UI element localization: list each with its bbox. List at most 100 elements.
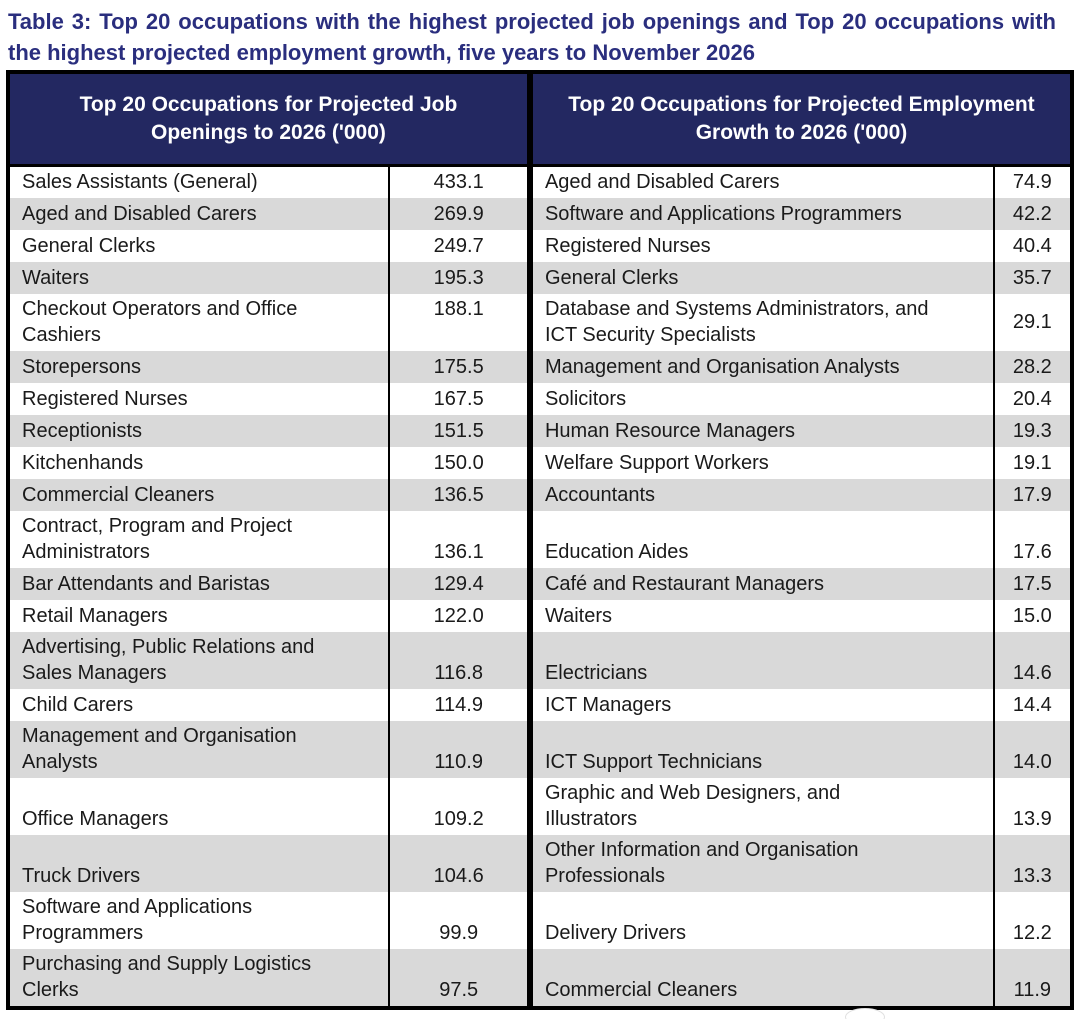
value-cell-right: 17.9: [992, 479, 1072, 511]
page-curl-artifact: [845, 1008, 885, 1019]
occupation-cell-left: Bar Attendants and Baristas: [22, 573, 270, 595]
occupation-cell-right: Electricians: [526, 632, 994, 689]
value-cell-left: 104.6: [388, 835, 530, 892]
occupation-cell-right: General Clerks: [526, 262, 994, 294]
value-cell-right: 17.6: [992, 511, 1072, 568]
table-row: Truck Drivers 104.6 Other Information and …: [8, 835, 1072, 892]
value-cell-right: 74.9: [992, 165, 1072, 198]
value-cell-right: 12.2: [992, 892, 1072, 949]
occupation-cell-right: Database and Systems Administrators, and…: [526, 294, 994, 351]
occupation-cell-left: General Clerks: [22, 235, 156, 257]
value-cell-left: 122.0: [388, 600, 530, 632]
table-row: Contract, Program and Project Administra…: [8, 511, 1072, 568]
value-cell-right: 13.3: [992, 835, 1072, 892]
value-cell-left: 129.4: [388, 568, 530, 600]
occupation-cell-left: Waiters: [22, 267, 90, 289]
table-row: Office Managers 109.2 Graphic and Web Desi…: [8, 778, 1072, 835]
occupation-cell-left: Retail Managers: [22, 605, 168, 627]
occupation-cell-left: Receptionists: [22, 420, 143, 442]
table-row: General Clerks 249.7 Registered Nurses 40.4: [8, 230, 1072, 262]
value-cell-left: 136.5: [388, 479, 530, 511]
occupation-cell-left: Storepersons: [22, 356, 141, 378]
table-row: Aged and Disabled Carers 269.9 Software an…: [8, 198, 1072, 230]
occupation-cell-left: Registered Nurses: [22, 388, 188, 410]
value-cell-right: 42.2: [992, 198, 1072, 230]
occupation-cell-right: Management and Organisation Analysts: [526, 351, 994, 383]
value-cell-left: 109.2: [388, 778, 530, 835]
value-cell-right: 13.9: [992, 778, 1072, 835]
occupation-cell-right: Café and Restaurant Managers: [526, 568, 994, 600]
table-row: Storepersons 175.5 Management and Organisa…: [8, 351, 1072, 383]
value-cell-right: 14.6: [992, 632, 1072, 689]
occupation-cell-left: Software and Applications Programmers: [22, 896, 253, 944]
table-row: Registered Nurses 167.5 Solicitors 20.4: [8, 383, 1072, 415]
occupation-cell-right: Education Aides: [526, 511, 994, 568]
occupation-cell-left: Advertising, Public Relations and Sales …: [22, 636, 315, 684]
value-cell-left: 114.9: [388, 689, 530, 721]
table-row: Sales Assistants (General) 433.1 Aged and …: [8, 165, 1072, 198]
job-openings-header: Top 20 Occupations for Projected Job Ope…: [8, 72, 530, 167]
table-row: Bar Attendants and Baristas 129.4 Café and…: [8, 568, 1072, 600]
table-row: Kitchenhands 150.0 Welfare Support Workers…: [8, 447, 1072, 479]
value-cell-right: 14.4: [992, 689, 1072, 721]
value-cell-right: 15.0: [992, 600, 1072, 632]
table-row: Advertising, Public Relations and Sales …: [8, 632, 1072, 689]
occupation-cell-right: Software and Applications Programmers: [526, 198, 994, 230]
value-cell-left: 249.7: [388, 230, 530, 262]
value-cell-left: 99.9: [388, 892, 530, 949]
occupation-cell-right: Solicitors: [526, 383, 994, 415]
table-body: Sales Assistants (General) 433.1 Aged and …: [8, 165, 1072, 1008]
value-cell-right: 29.1: [992, 294, 1072, 351]
occupation-cell-left: Purchasing and Supply Logistics Clerks: [22, 953, 312, 1001]
table-row: Commercial Cleaners 136.5 Accountants 17.9: [8, 479, 1072, 511]
table-row: Management and Organisation Analysts 110.…: [8, 721, 1072, 778]
occupation-cell-right: ICT Support Technicians: [526, 721, 994, 778]
value-cell-left: 97.5: [388, 949, 530, 1008]
occupation-cell-right: Accountants: [526, 479, 994, 511]
occupation-cell-right: Human Resource Managers: [526, 415, 994, 447]
occupation-cell-right: Delivery Drivers: [526, 892, 994, 949]
occupation-cell-right: ICT Managers: [526, 689, 994, 721]
occupation-cell-right: Other Information and Organisation Profe…: [526, 835, 994, 892]
value-cell-right: 20.4: [992, 383, 1072, 415]
occupation-cell-left: Sales Assistants (General): [22, 171, 258, 193]
value-cell-right: 17.5: [992, 568, 1072, 600]
table-row: Purchasing and Supply Logistics Clerks 97…: [8, 949, 1072, 1008]
value-cell-right: 28.2: [992, 351, 1072, 383]
occupation-cell-right: Welfare Support Workers: [526, 447, 994, 479]
value-cell-left: 110.9: [388, 721, 530, 778]
value-cell-right: 35.7: [992, 262, 1072, 294]
value-cell-left: 175.5: [388, 351, 530, 383]
table-row: Checkout Operators and Office Cashiers 18…: [8, 294, 1072, 351]
table-caption: Table 3: Top 20 occupations with the hig…: [8, 9, 1056, 65]
value-cell-left: 167.5: [388, 383, 530, 415]
table-header-row: Top 20 Occupations for Projected Job Ope…: [8, 72, 1072, 167]
occupation-cell-left: Truck Drivers: [22, 865, 141, 887]
occupation-cell-right: Graphic and Web Designers, and Illustrat…: [526, 778, 994, 835]
value-cell-left: 433.1: [388, 165, 530, 198]
occupation-cell-left: Commercial Cleaners: [22, 484, 215, 506]
value-cell-right: 19.3: [992, 415, 1072, 447]
occupation-cell-right: Commercial Cleaners: [526, 949, 994, 1008]
value-cell-right: 11.9: [992, 949, 1072, 1008]
table-row: Retail Managers 122.0 Waiters 15.0: [8, 600, 1072, 632]
occupation-cell-right: Registered Nurses: [526, 230, 994, 262]
value-cell-left: 188.1: [388, 294, 530, 351]
value-cell-right: 19.1: [992, 447, 1072, 479]
occupation-cell-left: Office Managers: [22, 808, 169, 830]
table-row: Child Carers 114.9 ICT Managers 14.4: [8, 689, 1072, 721]
value-cell-left: 269.9: [388, 198, 530, 230]
value-cell-left: 116.8: [388, 632, 530, 689]
occupation-cell-left: Checkout Operators and Office Cashiers: [22, 298, 298, 346]
value-cell-right: 14.0: [992, 721, 1072, 778]
occupation-cell-left: Kitchenhands: [22, 452, 144, 474]
occupations-table: Top 20 Occupations for Projected Job Ope…: [6, 70, 1074, 1010]
occupation-cell-right: Aged and Disabled Carers: [526, 165, 994, 198]
table-row: Waiters 195.3 General Clerks 35.7: [8, 262, 1072, 294]
value-cell-right: 40.4: [992, 230, 1072, 262]
value-cell-left: 150.0: [388, 447, 530, 479]
occupation-cell-left: Contract, Program and Project Administra…: [22, 515, 293, 563]
table-row: Receptionists 151.5 Human Resource Manager…: [8, 415, 1072, 447]
value-cell-left: 195.3: [388, 262, 530, 294]
